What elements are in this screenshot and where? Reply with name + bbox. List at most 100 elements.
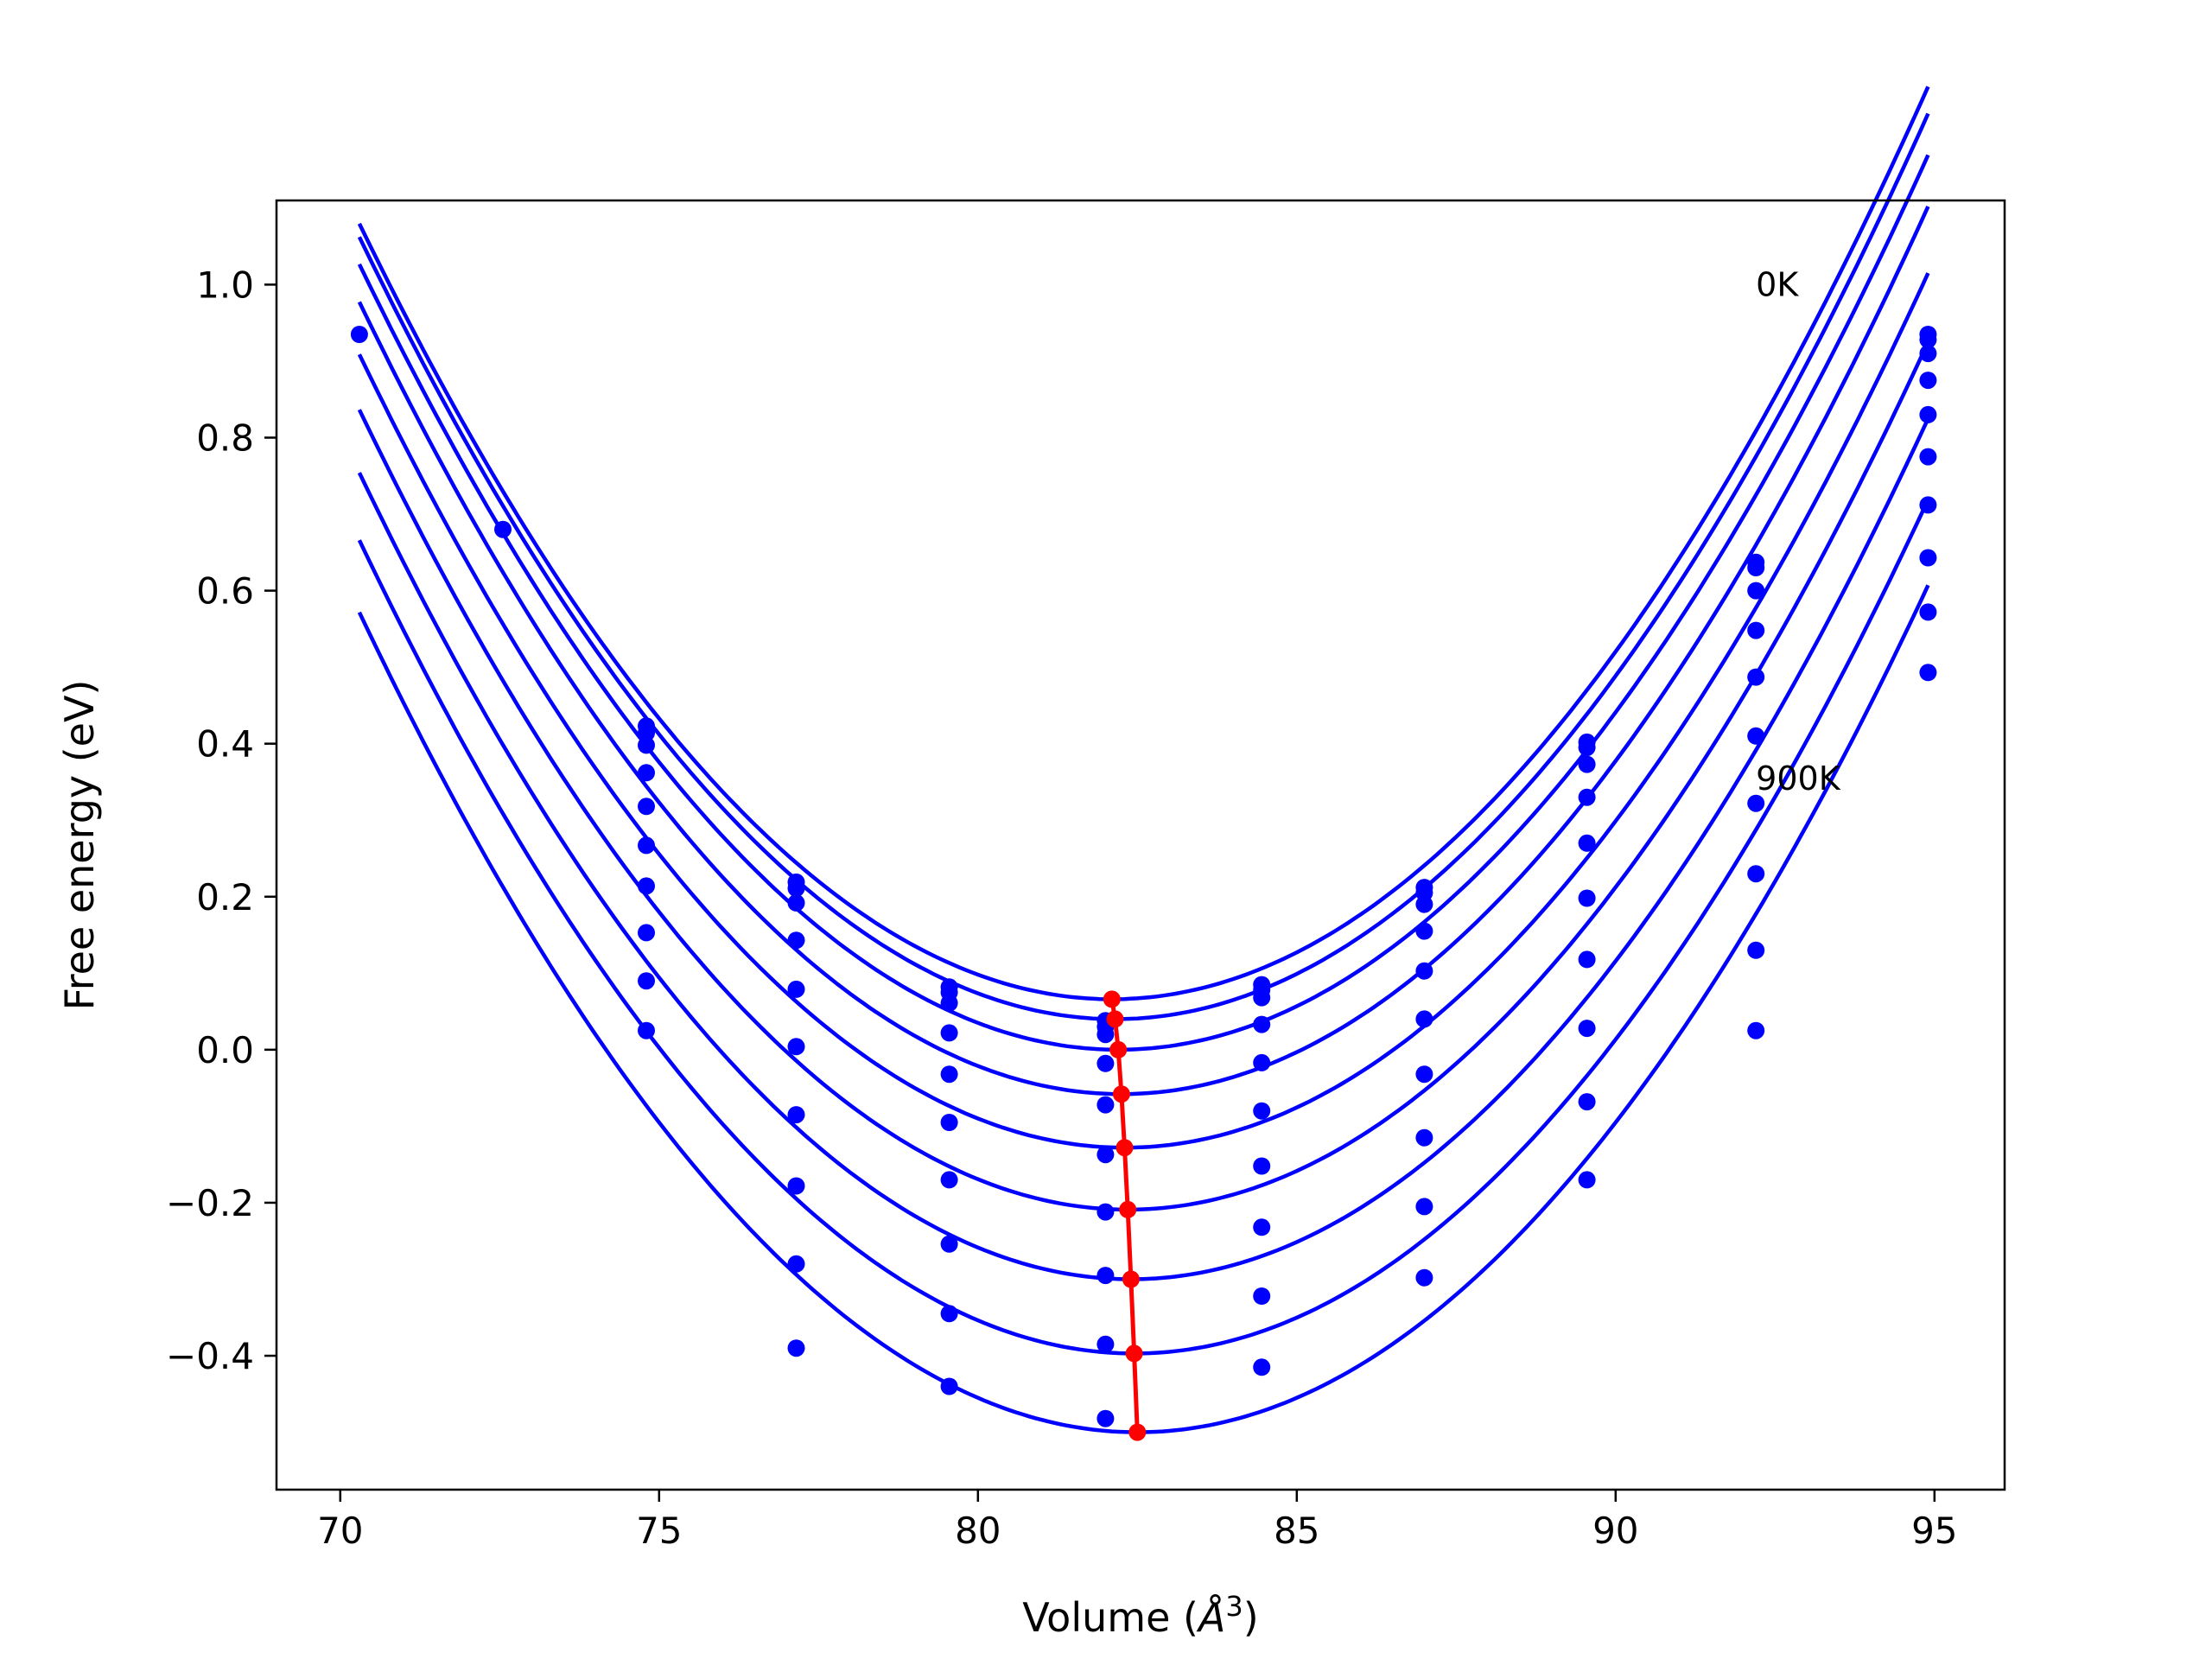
y-tick-label-6: 0.8 (196, 416, 254, 459)
data-point-8-8 (1919, 603, 1937, 621)
data-point-8-1 (787, 1255, 805, 1273)
fit-curve-1 (357, 112, 1930, 1021)
data-point-6-3 (1096, 1203, 1115, 1221)
data-point-2-2 (940, 994, 958, 1012)
data-point-1-1 (787, 880, 805, 897)
data-point-8-4 (1253, 1287, 1271, 1305)
x-tick-label-90: 90 (1592, 1510, 1638, 1552)
data-point-8-5 (1415, 1198, 1433, 1216)
data-point-3-8 (1919, 372, 1937, 390)
data-point-5-7 (1747, 727, 1765, 745)
data-point-9-5 (1415, 1268, 1433, 1287)
fit-curve-6 (357, 417, 1930, 1281)
y-axis-ticks: −0.4 −0.2 0.0 0.2 0.4 0.6 0.8 1.0 (166, 264, 276, 1377)
data-point-5-3 (1096, 1146, 1115, 1164)
data-point-5-6 (1578, 889, 1596, 907)
data-point-7-2 (940, 1235, 958, 1253)
y-tick-label-1: −0.2 (166, 1182, 254, 1224)
data-point-2-6 (1578, 755, 1596, 773)
data-points (350, 326, 1937, 1427)
data-point-7-1 (787, 1177, 805, 1195)
x-tick-label-80: 80 (955, 1510, 1001, 1552)
data-point-2-7 (1747, 582, 1765, 600)
annotations: 0K 900K (1756, 266, 1841, 798)
data-point-6-0 (638, 877, 655, 895)
minimum-point-3 (1112, 1085, 1130, 1103)
minimum-point-8 (1128, 1423, 1147, 1441)
data-point-5-2 (940, 1114, 958, 1131)
data-point-4-0 (638, 798, 655, 816)
data-point-8-3 (1096, 1335, 1115, 1353)
data-point-6-4 (1253, 1157, 1271, 1175)
data-point-9-6 (1578, 1171, 1596, 1189)
data-point-2-8 (1919, 345, 1937, 363)
data-point-6-6 (1578, 950, 1596, 969)
data-point-4-1 (787, 980, 805, 998)
data-point-9-8 (1919, 664, 1937, 682)
data-point-2-5 (1415, 895, 1433, 913)
plot-frame (275, 199, 2006, 1491)
data-point-3-2 (940, 1024, 958, 1042)
data-point-4-6 (1578, 834, 1596, 852)
x-axis-label: Volume (Å3) (1022, 1590, 1258, 1641)
minimum-point-4 (1116, 1139, 1134, 1157)
fit-curve-3 (357, 205, 1930, 1096)
x-tick-label-70: 70 (317, 1510, 363, 1552)
data-point-0-1 (494, 520, 512, 538)
y-axis-label: Free energy (eV) (56, 680, 103, 1011)
fit-curves (357, 86, 1930, 1434)
data-point-9-0 (638, 1021, 655, 1039)
y-tick-label-5: 0.6 (196, 570, 254, 613)
data-point-2-0 (638, 736, 655, 754)
data-point-4-5 (1415, 962, 1433, 980)
data-point-5-4 (1253, 1102, 1271, 1120)
data-point-7-5 (1415, 1128, 1433, 1147)
x-tick-label-95: 95 (1911, 1510, 1957, 1552)
data-point-0-0 (350, 326, 368, 343)
data-point-9-3 (1096, 1409, 1115, 1427)
data-point-3-5 (1415, 922, 1433, 940)
annotation-0: 0K (1756, 266, 1799, 304)
fit-curve-4 (357, 272, 1930, 1150)
data-point-4-3 (1096, 1096, 1115, 1114)
minimum-line-group (1103, 990, 1147, 1441)
data-point-4-7 (1747, 668, 1765, 686)
data-point-7-6 (1578, 1020, 1596, 1038)
data-point-2-1 (787, 893, 805, 912)
x-tick-label-85: 85 (1274, 1510, 1319, 1552)
data-point-5-1 (787, 1038, 805, 1056)
y-tick-label-3: 0.2 (196, 876, 254, 918)
fit-curve-0 (357, 86, 1930, 1001)
data-point-7-0 (638, 924, 655, 942)
minimum-point-5 (1119, 1200, 1137, 1218)
y-tick-label-0: −0.4 (166, 1335, 254, 1377)
data-point-7-7 (1747, 865, 1765, 883)
data-point-8-0 (638, 972, 655, 990)
data-point-8-7 (1747, 941, 1765, 959)
data-point-3-7 (1747, 621, 1765, 639)
data-point-1-6 (1578, 739, 1596, 757)
data-point-4-4 (1253, 1053, 1271, 1071)
minimum-point-7 (1125, 1344, 1143, 1363)
data-point-9-2 (940, 1377, 958, 1395)
data-point-3-4 (1253, 1015, 1271, 1033)
x-axis-ticks: 70 75 80 85 90 95 (317, 1490, 1958, 1552)
data-point-7-3 (1096, 1267, 1115, 1285)
y-tick-label-7: 1.0 (196, 264, 254, 306)
data-point-3-0 (638, 764, 655, 782)
data-point-7-8 (1919, 549, 1937, 567)
fit-curve-5 (357, 340, 1930, 1212)
data-point-5-8 (1919, 448, 1937, 466)
data-point-8-6 (1578, 1093, 1596, 1111)
data-point-1-8 (1919, 331, 1937, 349)
data-point-1-7 (1747, 559, 1765, 576)
data-point-3-6 (1578, 788, 1596, 806)
fit-curve-7 (357, 499, 1930, 1356)
data-point-6-8 (1919, 496, 1937, 514)
data-point-9-4 (1253, 1358, 1271, 1376)
data-point-9-1 (787, 1339, 805, 1357)
y-tick-label-2: 0.0 (196, 1029, 254, 1071)
data-point-3-3 (1096, 1054, 1115, 1072)
data-point-1-0 (638, 724, 655, 742)
